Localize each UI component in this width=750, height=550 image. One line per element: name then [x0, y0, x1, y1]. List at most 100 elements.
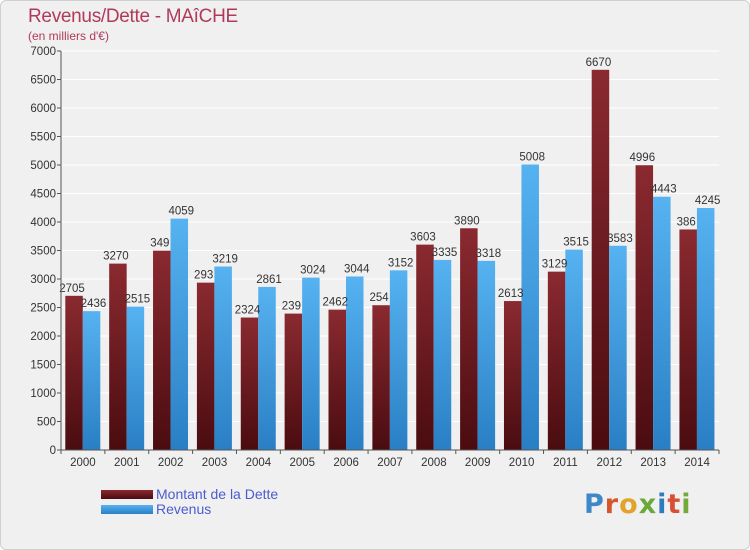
data-label-revenus-2010: 5008: [519, 152, 545, 164]
x-tick-label: 2007: [377, 457, 403, 469]
data-label-revenus-2011: 3515: [563, 237, 589, 249]
bar-revenus-2003: [214, 266, 232, 450]
x-tick-label: 2004: [246, 457, 272, 469]
y-tick-label: 5500: [30, 132, 56, 144]
data-label-debt-2004: 2324: [235, 305, 261, 317]
bar-revenus-2001: [126, 306, 145, 450]
bar-revenus-2011: [565, 249, 583, 450]
bar-revenus-2004: [258, 286, 276, 450]
data-label-revenus-2013: 4443: [651, 184, 677, 196]
legend-swatch-debt: [101, 490, 153, 499]
bar-revenus-2006: [346, 276, 364, 450]
bars: [65, 69, 715, 450]
data-label-debt-2014: 386: [677, 216, 696, 228]
x-tick-label: 2014: [684, 457, 710, 469]
bar-revenus-2005: [302, 277, 320, 450]
x-tick-label: 2005: [289, 457, 315, 469]
bar-debt-2000: [65, 295, 83, 450]
data-label-debt-2012: 6670: [586, 57, 612, 69]
bar-debt-2011: [547, 271, 566, 450]
chart-title: Revenus/Dette - MAîCHE: [28, 6, 238, 27]
x-tick-label: 2010: [509, 457, 535, 469]
y-tick-label: 7000: [30, 46, 56, 58]
bar-revenus-2002: [170, 218, 189, 450]
bar-debt-2005: [284, 313, 303, 450]
bar-debt-2004: [240, 317, 259, 450]
bar-revenus-2007: [389, 270, 408, 450]
bar-debt-2010: [503, 301, 522, 450]
data-label-debt-2002: 349: [150, 238, 169, 250]
data-label-debt-2000: 2705: [59, 283, 85, 295]
data-label-debt-2005: 239: [282, 301, 301, 313]
legend-item-debt: Montant de la Dette: [101, 486, 361, 503]
bar-debt-2001: [109, 263, 127, 450]
bar-debt-2014: [679, 229, 697, 450]
bar-revenus-2008: [433, 259, 452, 450]
x-tick-label: 2000: [70, 457, 96, 469]
y-tick-label: 500: [37, 417, 56, 429]
x-tick-label: 2006: [333, 457, 359, 469]
x-tick-label: 2003: [202, 457, 228, 469]
y-tick-label: 2000: [30, 331, 56, 343]
data-label-revenus-2005: 3024: [300, 265, 326, 277]
data-label-debt-2006: 2462: [322, 297, 348, 309]
y-tick-label: 1500: [30, 360, 56, 372]
y-tick-label: 6000: [30, 103, 56, 115]
bar-debt-2006: [328, 309, 346, 450]
legend-swatch-revenus: [101, 505, 153, 514]
data-label-revenus-2007: 3152: [388, 257, 414, 269]
y-tick-label: 4500: [30, 189, 56, 201]
y-tick-label: 4000: [30, 217, 56, 229]
legend-label-revenus: Revenus: [156, 501, 212, 517]
x-tick-label: 2001: [114, 457, 140, 469]
logo-letter: r: [604, 489, 620, 520]
y-tick-label: 5000: [30, 160, 56, 172]
x-tick-label: 2002: [158, 457, 184, 469]
bar-debt-2008: [416, 244, 434, 450]
data-label-debt-2007: 254: [370, 292, 390, 304]
data-label-debt-2011: 3129: [542, 259, 568, 271]
x-tick-label: 2013: [640, 457, 666, 469]
data-label-revenus-2002: 4059: [168, 206, 194, 218]
logo-letter: t: [667, 489, 682, 520]
data-label-debt-2009: 3890: [454, 215, 480, 227]
bar-debt-2009: [460, 228, 478, 450]
data-label-debt-2013: 4996: [630, 152, 656, 164]
y-tick-label: 3000: [30, 274, 56, 286]
bar-debt-2007: [372, 305, 390, 450]
data-label-debt-2008: 3603: [410, 232, 436, 244]
logo-letter: P: [584, 489, 605, 520]
legend-item-revenus: Revenus: [101, 501, 361, 518]
logo-letter: x: [638, 489, 658, 520]
bar-debt-2002: [153, 250, 171, 450]
legend-label-debt: Montant de la Dette: [156, 486, 279, 502]
bar-revenus-2010: [521, 164, 539, 450]
bar-revenus-2013: [653, 196, 671, 450]
bar-revenus-2012: [609, 245, 627, 450]
bar-revenus-2014: [696, 208, 715, 450]
data-label-revenus-2006: 3044: [344, 263, 370, 275]
x-tick-label: 2008: [421, 457, 447, 469]
y-tick-label: 2500: [30, 303, 56, 315]
axes: 0 500 1000 1500 2000 2500 3000 3500 4000 4500 5000…: [30, 46, 720, 469]
bar-debt-2012: [591, 69, 610, 450]
proxiti-logo: Proxiti: [584, 489, 692, 520]
data-label-revenus-2000: 2436: [81, 298, 107, 310]
y-tick-label: 3500: [30, 246, 56, 258]
y-tick-label: 0: [50, 445, 56, 457]
data-label-debt-2001: 3270: [103, 251, 129, 263]
data-label-revenus-2008: 3335: [432, 247, 458, 259]
x-tick-label: 2011: [553, 457, 578, 469]
bar-debt-2013: [635, 165, 654, 450]
bar-revenus-2000: [82, 311, 101, 450]
data-label-revenus-2004: 2861: [256, 274, 282, 286]
data-label-revenus-2009: 3318: [476, 248, 502, 260]
data-label-debt-2003: 293: [194, 270, 213, 282]
logo-letter: i: [657, 489, 668, 520]
bar-revenus-2009: [477, 260, 496, 450]
y-tick-label: 1000: [30, 388, 56, 400]
x-tick-label: 2012: [597, 457, 623, 469]
logo-letter: i: [681, 489, 692, 520]
